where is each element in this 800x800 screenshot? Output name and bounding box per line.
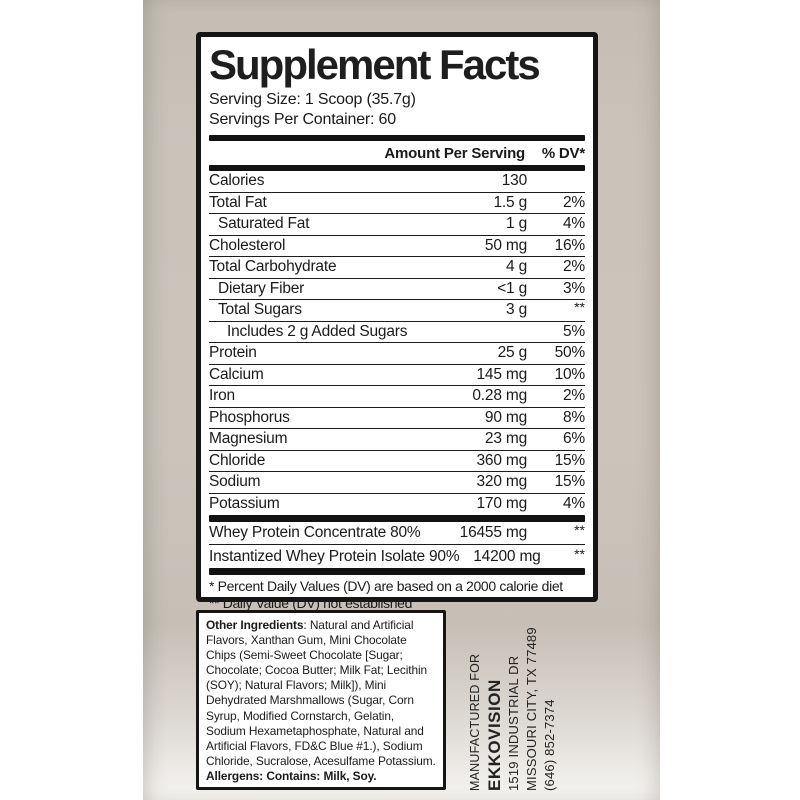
thick-divider bbox=[209, 165, 585, 171]
nutrient-row-saturated-fat: Saturated Fat 1 g 4% bbox=[209, 214, 585, 236]
address-line-1: 1519 INDUSTRIAL DR bbox=[506, 655, 521, 791]
nutrient-row-magnesium: Magnesium 23 mg 6% bbox=[209, 429, 585, 451]
blend-row-whey-isolate: Instantized Whey Protein Isolate 90% 1420… bbox=[209, 545, 585, 565]
nutrient-rows: Calories 130 Total Fat 1.5 g 2% Saturated F… bbox=[209, 171, 585, 515]
allergens-statement: Allergens: Contains: Milk, Soy. bbox=[206, 768, 377, 783]
panel-title: Supplement Facts bbox=[209, 41, 541, 88]
nutrient-row-potassium: Potassium 170 mg 4% bbox=[209, 495, 585, 513]
servings-per-container: Servings Per Container: 60 bbox=[209, 111, 396, 128]
thick-divider bbox=[209, 135, 585, 141]
thick-divider bbox=[209, 515, 585, 522]
serving-info: Serving Size: 1 Scoop (35.7g) Servings P… bbox=[209, 90, 585, 130]
nutrient-row-protein: Protein 25 g 50% bbox=[209, 343, 585, 365]
phone-number: (646) 852-7374 bbox=[542, 699, 557, 791]
nutrient-row-calories: Calories 130 bbox=[209, 171, 585, 193]
nutrient-row-dietary-fiber: Dietary Fiber <1 g 3% bbox=[209, 279, 585, 300]
manufactured-for-label: MANUFACTURED FOR bbox=[468, 653, 482, 791]
nutrient-row-iron: Iron 0.28 mg 2% bbox=[209, 386, 585, 408]
nutrient-row-total-fat: Total Fat 1.5 g 2% bbox=[209, 193, 585, 214]
protein-blend-rows: Whey Protein Concentrate 80% 16455 mg ** I… bbox=[209, 522, 585, 568]
footnote-not-established: ** Daily Value (DV) not established bbox=[209, 594, 413, 611]
supplement-facts-panel: Supplement Facts Serving Size: 1 Scoop (… bbox=[196, 32, 598, 611]
other-ingredients-panel: Other Ingredients: Natural and Artificia… bbox=[196, 610, 446, 790]
nutrient-row-phosphorus: Phosphorus 90 mg 8% bbox=[209, 408, 585, 429]
thick-divider bbox=[209, 568, 585, 575]
product-label-photo: Supplement Facts Serving Size: 1 Scoop (… bbox=[143, 0, 660, 800]
other-ingredients-body: : Natural and Artificial Flavors, Xantha… bbox=[206, 618, 436, 768]
column-header-dv: % DV* bbox=[541, 144, 585, 162]
footnote-dv: * Percent Daily Values (DV) are based on… bbox=[209, 578, 563, 594]
nutrient-row-chloride: Chloride 360 mg 15% bbox=[209, 451, 585, 472]
nutrient-row-total-sugars: Total Sugars 3 g ** bbox=[209, 299, 585, 322]
other-ingredients-label: Other Ingredients bbox=[206, 618, 304, 632]
blend-row-whey-concentrate: Whey Protein Concentrate 80% 16455 mg ** bbox=[209, 522, 585, 545]
manufacturer-block: MANUFACTURED FOR EKKOVISION 1519 INDUSTR… bbox=[467, 615, 573, 791]
serving-size: Serving Size: 1 Scoop (35.7g) bbox=[209, 91, 416, 108]
nutrient-row-total-carbohydrate: Total Carbohydrate 4 g 2% bbox=[209, 257, 585, 279]
nutrient-row-added-sugars: Includes 2 g Added Sugars 5% bbox=[209, 322, 585, 343]
footnotes: * Percent Daily Values (DV) are based on… bbox=[209, 575, 585, 611]
nutrient-row-sodium: Sodium 320 mg 15% bbox=[209, 472, 585, 494]
brand-name: EKKOVISION bbox=[485, 679, 504, 791]
nutrient-row-cholesterol: Cholesterol 50 mg 16% bbox=[209, 236, 585, 257]
nutrient-row-calcium: Calcium 145 mg 10% bbox=[209, 365, 585, 386]
column-header-amount: Amount Per Serving bbox=[384, 144, 525, 162]
column-header-row: Amount Per Serving % DV* bbox=[209, 141, 585, 165]
other-ingredients-text: Other Ingredients: Natural and Artificia… bbox=[206, 618, 436, 768]
address-line-2: MISSOURI CITY, TX 77489 bbox=[524, 627, 539, 791]
